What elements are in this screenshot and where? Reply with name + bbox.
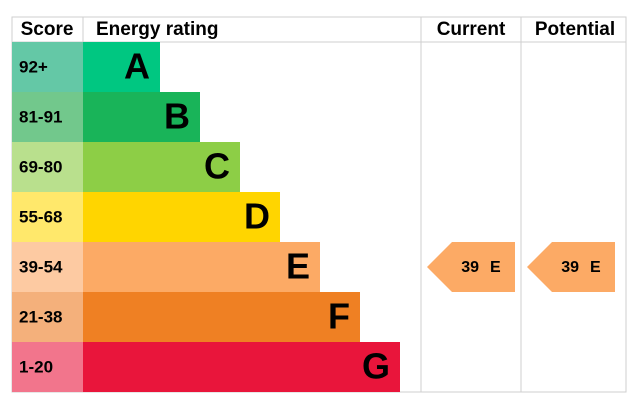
score-label: 21-38 (19, 307, 62, 326)
rating-bar (83, 142, 240, 192)
potential-letter: E (590, 259, 601, 276)
score-cell (12, 142, 83, 192)
potential-arrow (527, 242, 615, 292)
rating-bar (83, 342, 400, 392)
header-score: Score (21, 19, 74, 40)
current-value: 39 (461, 259, 479, 276)
rating-bar (83, 192, 280, 242)
current-arrow (427, 242, 515, 292)
score-cell (12, 292, 83, 342)
score-cell (12, 342, 83, 392)
rating-bar (83, 242, 320, 292)
score-cell (12, 242, 83, 292)
score-label: 1-20 (19, 357, 53, 376)
score-label: 92+ (19, 57, 48, 76)
score-label: 69-80 (19, 157, 62, 176)
rating-bar (83, 42, 160, 92)
score-cell (12, 42, 83, 92)
score-label: 39-54 (19, 257, 63, 276)
rating-bar (83, 292, 360, 342)
rating-letter: B (164, 96, 190, 137)
potential-value: 39 (561, 259, 579, 276)
rating-bar (83, 92, 200, 142)
rating-letter: F (328, 296, 350, 337)
score-cell (12, 192, 83, 242)
score-label: 81-91 (19, 107, 62, 126)
score-label: 55-68 (19, 207, 62, 226)
rating-letter: C (204, 146, 230, 187)
header-current: Current (437, 19, 506, 40)
header-rating: Energy rating (96, 19, 218, 40)
score-cell (12, 92, 83, 142)
header-potential: Potential (535, 19, 615, 40)
rating-letter: E (286, 246, 310, 287)
rating-letter: G (362, 346, 390, 387)
rating-letter: D (244, 196, 270, 237)
rating-letter: A (124, 46, 150, 87)
current-letter: E (490, 259, 501, 276)
